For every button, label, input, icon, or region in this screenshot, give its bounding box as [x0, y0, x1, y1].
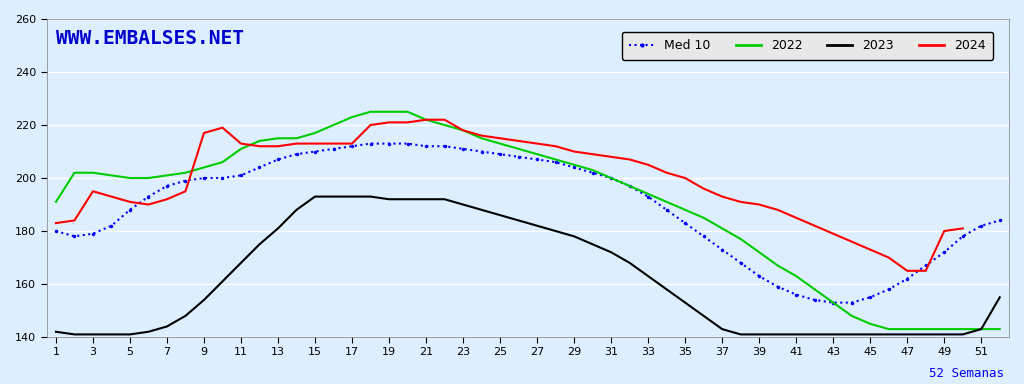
Text: 52 Semanas: 52 Semanas: [929, 367, 1004, 380]
Text: WWW.EMBALSES.NET: WWW.EMBALSES.NET: [56, 28, 245, 48]
Legend: Med 10, 2022, 2023, 2024: Med 10, 2022, 2023, 2024: [622, 31, 993, 60]
